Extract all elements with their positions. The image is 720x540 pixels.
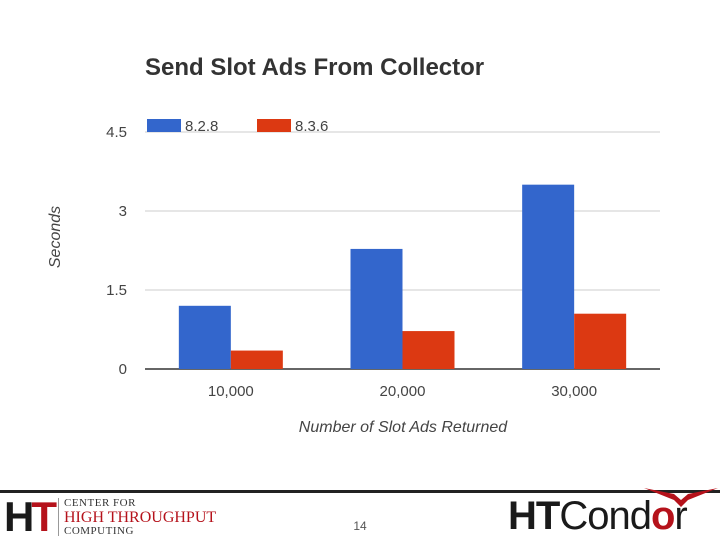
htcondor-logo: HTCondor bbox=[508, 486, 718, 538]
chtc-logo: HT CENTER FOR HIGH THROUGHPUT COMPUTING bbox=[4, 496, 219, 538]
bars bbox=[178, 184, 627, 369]
legend-swatch bbox=[257, 119, 291, 132]
y-axis-title: Seconds bbox=[47, 206, 64, 268]
legend: 8.2.8 8.3.6 bbox=[147, 118, 328, 135]
legend-label: 8.2.8 bbox=[185, 118, 218, 135]
bar-8-3-6-0 bbox=[230, 350, 283, 369]
bar-8-2-8-2 bbox=[522, 184, 575, 369]
y-axis-ticks: 0 1.5 3 4.5 bbox=[106, 124, 127, 378]
x-tick-label: 30,000 bbox=[551, 383, 597, 400]
chtc-ht-mark: HT bbox=[4, 493, 57, 540]
footer-rule bbox=[0, 490, 720, 493]
legend-label: 8.3.6 bbox=[295, 118, 328, 135]
x-axis-ticks: 10,000 20,000 30,000 bbox=[208, 383, 597, 400]
y-tick-label: 3 bbox=[119, 203, 127, 220]
x-tick-label: 20,000 bbox=[380, 383, 426, 400]
chtc-high-throughput: HIGH THROUGHPUT bbox=[64, 509, 217, 526]
bar-chart: Send Slot Ads From Collector 0 1.5 3 4.5 10… bbox=[47, 54, 660, 436]
bar-8-3-6-1 bbox=[402, 331, 455, 369]
chtc-center-for: CENTER FOR bbox=[64, 497, 136, 509]
chart-title: Send Slot Ads From Collector bbox=[145, 54, 484, 81]
bar-8-2-8-1 bbox=[350, 248, 403, 369]
htcondor-wordmark: HTCondor bbox=[508, 494, 688, 538]
chtc-computing: COMPUTING bbox=[64, 525, 134, 537]
legend-swatch bbox=[147, 119, 181, 132]
chtc-divider bbox=[58, 498, 59, 536]
condor-wing-icon bbox=[644, 488, 718, 507]
x-tick-label: 10,000 bbox=[208, 383, 254, 400]
bar-8-2-8-0 bbox=[178, 305, 231, 369]
page-number: 14 bbox=[353, 519, 367, 533]
y-tick-label: 1.5 bbox=[106, 282, 127, 299]
x-axis-title: Number of Slot Ads Returned bbox=[299, 419, 509, 436]
y-tick-label: 0 bbox=[119, 361, 127, 378]
y-tick-label: 4.5 bbox=[106, 124, 127, 141]
bar-8-3-6-2 bbox=[574, 313, 627, 369]
